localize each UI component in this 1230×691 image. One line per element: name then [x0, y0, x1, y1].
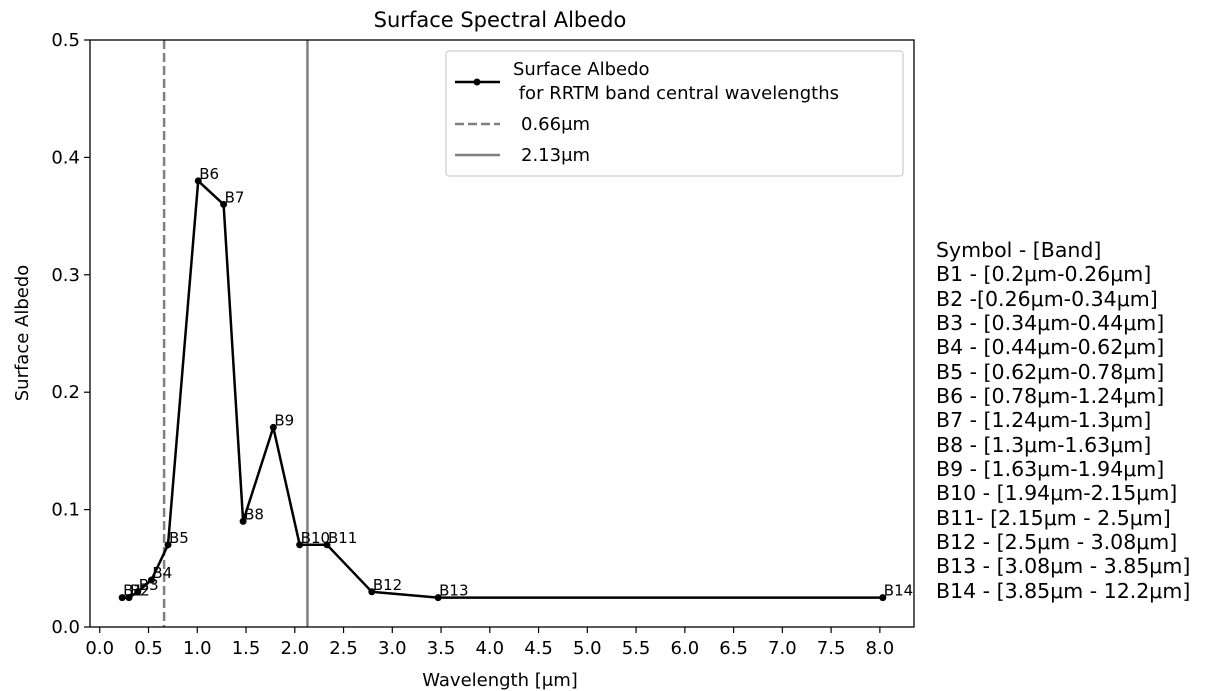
reference-lines — [162, 40, 309, 627]
band-legend-item: B12 - [2.5μm - 3.08μm] — [936, 530, 1178, 555]
y-tick-label: 0.3 — [51, 265, 80, 286]
band-legend-item: B3 - [0.34μm-0.44μm] — [936, 311, 1165, 336]
legend-dashed-label: 0.66μm — [521, 114, 590, 135]
data-label-b11: B11 — [328, 529, 357, 547]
data-label-b6: B6 — [199, 165, 219, 183]
y-tick-label: 0.2 — [51, 382, 80, 403]
data-point-b8 — [239, 517, 247, 525]
x-axis-label: Wavelength [μm] — [422, 670, 578, 691]
data-point-b2 — [125, 594, 133, 602]
chart-title: Surface Spectral Albedo — [374, 8, 627, 32]
band-legend-item: B13 - [3.08μm - 3.85μm] — [936, 554, 1191, 579]
x-tick-label: 1.0 — [183, 638, 212, 659]
data-point-b11 — [323, 541, 331, 549]
data-point-b4 — [147, 576, 155, 584]
x-tick-label: 0.5 — [134, 638, 163, 659]
band-legend-item: B8 - [1.3μm-1.63μm] — [936, 432, 1152, 457]
band-legend: Symbol - [Band] B1 - [0.2μm-0.26μm] B2 -[0… — [936, 238, 1190, 603]
data-label-b12: B12 — [373, 576, 402, 594]
data-point-b6 — [194, 177, 202, 185]
y-tick-label: 0.1 — [51, 500, 80, 521]
y-axis-label: Surface Albedo — [12, 265, 33, 402]
data-label-b9: B9 — [274, 411, 294, 429]
band-legend-item: B10 - [1.94μm-2.15μm] — [936, 481, 1178, 506]
data-series: B1B2B3B4B5B6B7B8B9B10B11B12B13B14 — [118, 165, 913, 602]
x-tick-label: 3.5 — [427, 638, 456, 659]
x-tick-label: 8.0 — [866, 638, 895, 659]
x-tick-label: 0.0 — [85, 638, 114, 659]
band-legend-item: B2 -[0.26μm-0.34μm] — [936, 286, 1158, 311]
y-axis-ticks: 0.0 0.1 0.2 0.3 0.4 0.5 — [51, 30, 90, 638]
x-tick-label: 7.5 — [817, 638, 846, 659]
data-point-b10 — [296, 541, 304, 549]
band-legend-item: B9 - [1.63μm-1.94μm] — [936, 457, 1165, 482]
x-tick-label: 5.0 — [573, 638, 602, 659]
data-point-b5 — [164, 541, 172, 549]
y-tick-label: 0.4 — [51, 147, 80, 168]
x-axis-ticks: 0.0 0.5 1.0 1.5 2.0 2.5 3.0 3.5 4.0 4.5 5.0 5.5 6.0 6… — [85, 627, 894, 659]
data-point-b3 — [134, 588, 142, 596]
data-label-b8: B8 — [244, 505, 264, 523]
data-label-b7: B7 — [225, 188, 245, 206]
band-legend-item: B5 - [0.62μm-0.78μm] — [936, 359, 1165, 384]
plot-frame — [89, 39, 915, 628]
x-tick-label: 4.0 — [475, 638, 504, 659]
data-label-b5: B5 — [169, 529, 189, 547]
x-tick-label: 4.5 — [524, 638, 553, 659]
legend-box — [445, 50, 904, 177]
data-point-b9 — [269, 423, 277, 431]
data-point-b1 — [118, 594, 126, 602]
data-label-b14: B14 — [884, 582, 913, 600]
x-tick-label: 6.5 — [719, 638, 748, 659]
data-point-b12 — [368, 588, 376, 596]
data-point-b7 — [220, 200, 228, 208]
albedo-series-line — [122, 179, 883, 599]
band-legend-item: B1 - [0.2μm-0.26μm] — [936, 262, 1152, 287]
band-legend-item: B11- [2.15μm - 2.5μm] — [936, 505, 1171, 530]
x-tick-label: 7.0 — [768, 638, 797, 659]
data-point-b14 — [879, 594, 887, 602]
data-label-b10: B10 — [301, 529, 330, 547]
legend-series-label-line2: for RRTM band central wavelengths — [513, 83, 839, 104]
y-tick-label: 0.0 — [51, 617, 80, 638]
x-tick-label: 1.5 — [232, 638, 261, 659]
legend-series-label-line1: Surface Albedo — [513, 59, 650, 80]
data-point-b13 — [434, 594, 442, 602]
band-legend-item: B7 - [1.24μm-1.3μm] — [936, 408, 1152, 433]
x-tick-label: 5.5 — [622, 638, 651, 659]
data-label-b13: B13 — [439, 582, 468, 600]
y-tick-label: 0.5 — [51, 30, 80, 51]
band-legend-item: B6 - [0.78μm-1.24μm] — [936, 384, 1165, 409]
band-legend-header: Symbol - [Band] — [936, 238, 1102, 262]
band-legend-item: B14 - [3.85μm - 12.2μm] — [936, 578, 1191, 603]
data-label-b4: B4 — [152, 564, 172, 582]
x-tick-label: 2.0 — [280, 638, 309, 659]
band-legend-item: B4 - [0.44μm-0.62μm] — [936, 335, 1165, 360]
legend-series-marker — [473, 78, 481, 86]
x-tick-label: 3.0 — [378, 638, 407, 659]
x-tick-label: 2.5 — [329, 638, 358, 659]
x-tick-label: 6.0 — [671, 638, 700, 659]
legend-solid-label: 2.13μm — [521, 145, 590, 166]
plot-legend: Surface Albedo for RRTM band central wav… — [445, 50, 904, 177]
